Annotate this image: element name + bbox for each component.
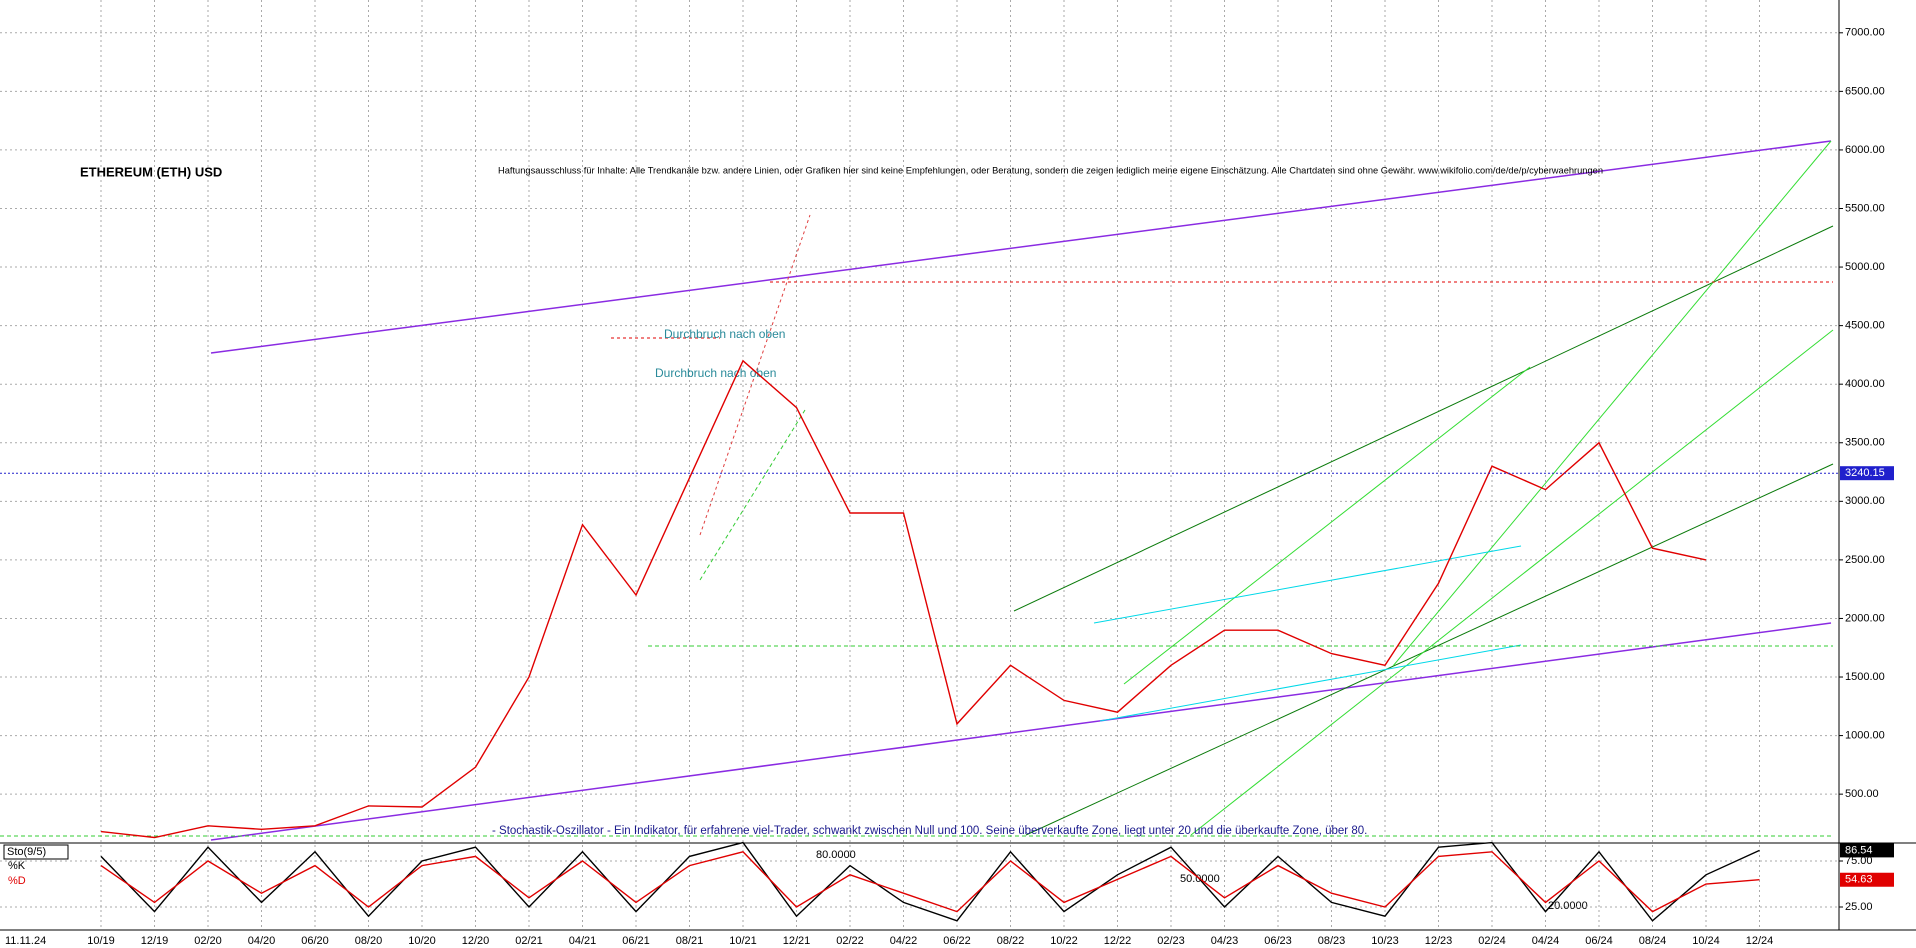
- annotation: - Stochastik-Oszillator - Ein Indikator,…: [492, 825, 1367, 837]
- indicator-title: Sto(9/5): [7, 846, 46, 858]
- y-tick-label: 7000.00: [1845, 27, 1885, 39]
- annotation: Durchbruch nach oben: [655, 366, 776, 380]
- y-tick-label: 4000.00: [1845, 378, 1885, 390]
- x-tick-label: 06/21: [622, 935, 650, 947]
- trend-line: [1123, 366, 1531, 685]
- legend-entry: %D: [8, 875, 26, 887]
- annotation: Durchbruch nach oben: [664, 327, 785, 341]
- y-tick-label: 1500.00: [1845, 671, 1885, 683]
- trend-line: [1190, 329, 1834, 836]
- y-tick-label: 3500.00: [1845, 437, 1885, 449]
- legend-entry: %K: [8, 860, 26, 872]
- value-box: [1840, 872, 1894, 887]
- x-tick-label: 02/22: [836, 935, 864, 947]
- trend-line: [210, 140, 1832, 354]
- level-label: 20.0000: [1548, 900, 1588, 912]
- x-tick-label: 12/23: [1425, 935, 1453, 947]
- breakout-line: [699, 409, 806, 581]
- x-tick-label: 12/22: [1104, 935, 1132, 947]
- x-tick-label: 12/24: [1746, 935, 1774, 947]
- y-tick-label: 5500.00: [1845, 202, 1885, 214]
- x-tick-label: 12/20: [462, 935, 490, 947]
- x-tick-label: 10/24: [1692, 935, 1720, 947]
- date-label: 11.11.24: [5, 935, 46, 947]
- x-tick-label: 12/19: [141, 935, 169, 947]
- trend-lines: [0, 140, 1834, 841]
- y-tick-label: 75.00: [1845, 855, 1873, 867]
- series-line: [100, 851, 1760, 913]
- x-tick-label: 10/21: [729, 935, 757, 947]
- x-tick-label: 10/22: [1050, 935, 1078, 947]
- x-tick-label: 04/21: [569, 935, 597, 947]
- value-label: 54.63: [1845, 874, 1873, 886]
- x-tick-label: 08/24: [1639, 935, 1667, 947]
- y-tick-label: 5000.00: [1845, 261, 1885, 273]
- trend-line: [1392, 140, 1832, 667]
- y-tick-label: 2000.00: [1845, 612, 1885, 624]
- y-tick-label: 4500.00: [1845, 320, 1885, 332]
- x-tick-label: 06/20: [301, 935, 329, 947]
- x-tick-label: 02/20: [194, 935, 222, 947]
- y-tick-label: 6000.00: [1845, 144, 1885, 156]
- x-tick-label: 10/20: [408, 935, 436, 947]
- last-price-box: [1840, 466, 1894, 481]
- y-tick-label: 6500.00: [1845, 85, 1885, 97]
- x-tick-label: 02/24: [1478, 935, 1506, 947]
- level-label: 80.0000: [816, 849, 856, 861]
- x-tick-label: 12/21: [783, 935, 811, 947]
- y-tick-label: 1000.00: [1845, 729, 1885, 741]
- x-tick-label: 06/22: [943, 935, 971, 947]
- trend-line: [1013, 225, 1834, 612]
- value-label: 86.54: [1845, 844, 1873, 856]
- x-tick-label: 04/22: [890, 935, 918, 947]
- series-line: [100, 841, 1760, 922]
- trend-line: [1099, 644, 1522, 722]
- x-tick-label: 08/20: [355, 935, 383, 947]
- y-tick-label: 500.00: [1845, 788, 1879, 800]
- x-tick-label: 08/23: [1318, 935, 1346, 947]
- x-tick-label: 08/22: [997, 935, 1025, 947]
- x-tick-label: 02/21: [515, 935, 543, 947]
- series-line: [100, 359, 1707, 839]
- y-tick-label: 2500.00: [1845, 554, 1885, 566]
- x-tick-label: 10/23: [1371, 935, 1399, 947]
- breakout-line: [699, 214, 811, 536]
- x-tick-label: 04/24: [1532, 935, 1560, 947]
- x-tick-label: 02/23: [1157, 935, 1185, 947]
- value-box: [1840, 843, 1894, 858]
- x-tick-label: 10/19: [87, 935, 115, 947]
- disclaimer: Haftungsausschluss für Inhalte: Alle Tre…: [498, 166, 1603, 177]
- chart-title: ETHEREUM (ETH) USD: [80, 164, 222, 179]
- last-price-label: 3240.15: [1845, 467, 1885, 479]
- x-tick-label: 08/21: [676, 935, 704, 947]
- x-tick-label: 04/23: [1211, 935, 1239, 947]
- trend-line: [210, 622, 1832, 841]
- y-tick-label: 3000.00: [1845, 495, 1885, 507]
- x-tick-label: 04/20: [248, 935, 276, 947]
- grid: [0, 0, 1839, 930]
- y-tick-label: 25.00: [1845, 901, 1873, 913]
- x-tick-label: 06/23: [1264, 935, 1292, 947]
- indicator-box: [3, 844, 69, 860]
- trend-line: [1025, 463, 1834, 836]
- x-tick-label: 06/24: [1585, 935, 1613, 947]
